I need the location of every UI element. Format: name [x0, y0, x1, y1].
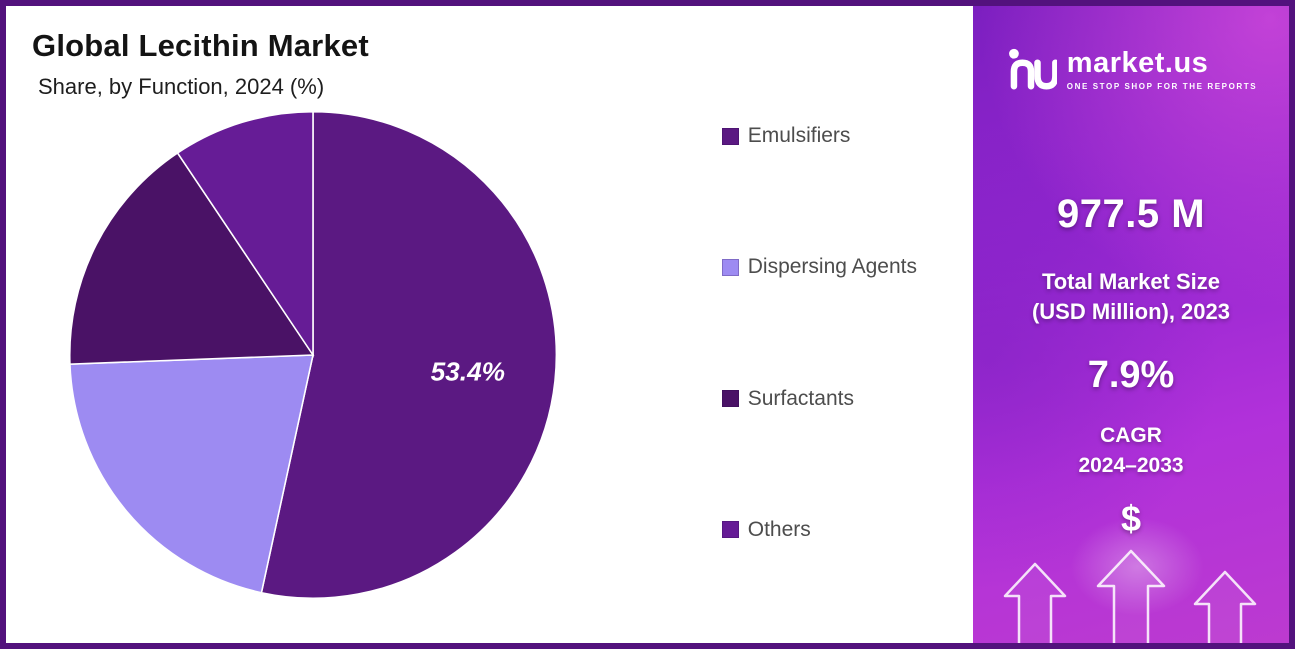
logo-tagline: ONE STOP SHOP FOR THE REPORTS: [1066, 82, 1258, 91]
pie-slice-label: 53.4%: [431, 356, 505, 386]
stats-sidebar: market.us ONE STOP SHOP FOR THE REPORTS …: [973, 6, 1289, 643]
cagr-label-line2: 2024–2033: [1078, 453, 1184, 477]
legend-swatch: [721, 521, 739, 539]
legend-item-dispersing-agents: Dispersing Agents: [721, 255, 917, 279]
chart-legend: Emulsifiers Dispersing Agents Surfactants O…: [721, 124, 917, 542]
legend-label: Others: [747, 517, 811, 541]
growth-arrows-icon: [1003, 549, 1257, 643]
pie-slice-others: [176, 110, 314, 358]
market-size-label-line2: (USD Million), 2023: [1031, 298, 1231, 324]
legend-swatch: [721, 258, 739, 276]
pie-slice-emulsifiers: [260, 110, 558, 600]
logo-text-block: market.us ONE STOP SHOP FOR THE REPORTS: [1066, 47, 1258, 92]
panel-divider: [963, 6, 973, 643]
legend-label: Dispersing Agents: [747, 255, 917, 279]
legend-swatch: [721, 390, 739, 408]
dollar-sign-icon: $: [1120, 498, 1142, 540]
chart-panel: Global Lecithin Market Share, by Functio…: [6, 6, 963, 643]
pie-slice-dispersing-agents: [69, 354, 314, 594]
market-size-value: 977.5 M: [1056, 192, 1206, 236]
legend-label: Emulsifiers: [747, 124, 851, 147]
cagr-value: 7.9%: [1087, 354, 1175, 397]
chart-title: Global Lecithin Market: [32, 28, 369, 63]
legend-label: Surfactants: [747, 386, 854, 410]
legend-swatch: [721, 127, 739, 145]
market-size-label: Total Market Size (USD Million), 2023: [1032, 267, 1230, 326]
market-size-label-line1: Total Market Size: [1041, 269, 1221, 294]
chart-row: 53.4% Emulsifiers Dispersing Agents Surfac…: [32, 102, 963, 608]
pie-slice-surfactants: [68, 151, 315, 365]
pie-chart: 53.4%: [68, 110, 558, 600]
legend-item-others: Others: [721, 517, 917, 542]
logo-text: market.us: [1066, 47, 1209, 79]
cagr-label-line1: CAGR: [1100, 424, 1162, 448]
legend-item-surfactants: Surfactants: [721, 386, 917, 411]
legend-item-emulsifiers: Emulsifiers: [721, 124, 917, 148]
brand-logo: market.us ONE STOP SHOP FOR THE REPORTS: [1005, 44, 1257, 96]
cagr-label: CAGR 2024–2033: [1078, 421, 1183, 480]
marketus-logo-icon: [1008, 48, 1057, 90]
chart-subtitle: Share, by Function, 2024 (%): [38, 74, 325, 99]
